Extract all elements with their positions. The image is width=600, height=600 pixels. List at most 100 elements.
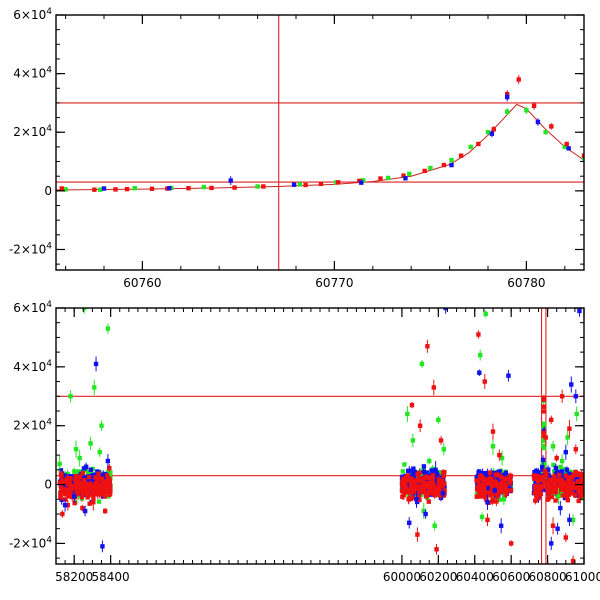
top-point-blue-9 [535, 119, 541, 125]
bottom-s2-point-blue-70 [501, 473, 506, 478]
bottom-s3-point-red-145 [576, 489, 581, 495]
bottom-s2-point-red-104 [489, 489, 494, 494]
top-xtick-label-0: 60760 [123, 276, 161, 290]
bottom-s0-point-red-96 [96, 486, 101, 492]
bottom-outlier-point-red-18 [543, 435, 548, 440]
top-point-green-18 [562, 144, 567, 150]
bottom-s2-point-red-53 [474, 494, 480, 499]
bottom-s1-point-red-73 [430, 473, 436, 478]
bottom-s3-point-red-109 [531, 473, 537, 478]
bottom-outlier-point-blue-13 [485, 500, 490, 505]
bottom-s1-point-blue-62 [421, 469, 426, 474]
bottom-s0-point-red-134 [103, 484, 109, 490]
bottom-s0-point-red-38 [80, 471, 86, 476]
bottom-outlier-point-red-5 [409, 402, 415, 408]
bottom-outlier-point-red-19 [549, 417, 554, 423]
bottom-s0-point-red-133 [104, 473, 110, 478]
bottom-s1-point-red-127 [426, 490, 431, 496]
bottom-s2-point-red-95 [492, 485, 497, 490]
bottom-outlier-point-red-22 [567, 426, 572, 431]
top-point-green-19 [581, 156, 584, 161]
bottom-s2-point-red-96 [475, 485, 481, 491]
bottom-outlier-point-blue-16 [506, 373, 511, 378]
bottom-s3-point-red-73 [532, 485, 538, 490]
bottom-s2-point-red-93 [508, 488, 514, 493]
bottom-s3-point-red-144 [565, 483, 571, 488]
top-point-blue-3 [291, 182, 297, 187]
bottom-s0-point-red-139 [75, 486, 80, 491]
bottom-s3-point-blue-132 [533, 480, 539, 485]
bottom-s0-point-red-120 [70, 486, 75, 492]
bottom-outlier-point-red-7 [425, 344, 430, 349]
bottom-s3-point-red-96 [532, 476, 537, 481]
bottom-outlier-point-red-13 [482, 379, 487, 384]
bottom-outlier-point-green-7 [57, 461, 62, 467]
bottom-plot-area [56, 308, 584, 564]
bottom-outlier-point-red-14 [490, 429, 496, 434]
bottom-s3-point-red-139 [536, 485, 542, 491]
bottom-s1-point-red-87 [405, 473, 410, 478]
bottom-s1-point-red-82 [432, 493, 438, 498]
top-point-green-0 [63, 187, 68, 192]
bottom-s0-point-blue-139 [102, 473, 108, 479]
bottom-s3-point-red-123 [571, 472, 577, 478]
bottom-outlier-point-blue-22 [577, 308, 582, 314]
bottom-s1-point-red-124 [435, 486, 440, 492]
bottom-s0-point-green-82 [65, 471, 70, 477]
bottom-outlier-point-green-24 [550, 444, 556, 449]
bottom-s3-point-green-71 [551, 469, 557, 474]
bottom-s3-point-green-89 [544, 476, 550, 482]
bottom-s3-point-red-75 [545, 485, 550, 490]
bottom-outlier-point-green-1 [73, 447, 79, 452]
top-ytick-label-0: 6×104 [13, 7, 52, 22]
bottom-outlier-point-red-11 [434, 547, 439, 552]
bottom-s1-point-red-105 [410, 481, 416, 487]
bottom-s0-point-red-52 [66, 494, 72, 499]
bottom-outlier-point-blue-8 [423, 511, 428, 517]
top-point-green-11 [428, 165, 433, 171]
bottom-s3-point-red-130 [568, 486, 573, 492]
bottom-s0-point-red-143 [82, 484, 87, 489]
bottom-s1-point-red-126 [423, 474, 428, 479]
bottom-s3-point-red-138 [570, 491, 576, 496]
bottom-ytick-label-2: 2×104 [13, 418, 52, 433]
bottom-s3-point-red-134 [543, 480, 548, 485]
bottom-s2-point-blue-71 [480, 470, 485, 476]
bottom-outlier-point-green-23 [501, 497, 507, 502]
bottom-s1-point-green-44 [418, 492, 424, 498]
bottom-outlier-point-green-10 [405, 411, 410, 417]
bottom-s3-point-red-76 [560, 486, 566, 492]
bottom-s1-point-red-122 [405, 478, 411, 484]
bottom-s1-point-red-94 [441, 488, 446, 493]
top-point-green-12 [449, 157, 454, 163]
top-point-green-2 [132, 186, 137, 191]
bottom-s0-point-red-151 [73, 473, 79, 479]
top-point-green-1 [97, 187, 103, 192]
bottom-s2-point-red-87 [507, 478, 513, 483]
top-model-curve [56, 103, 584, 191]
bottom-s1-point-red-116 [400, 494, 405, 499]
bottom-s2-point-red-52 [477, 492, 482, 497]
bottom-s3-point-red-80 [553, 489, 559, 495]
bottom-s3-point-red-58 [553, 498, 558, 503]
bottom-outlier-point-blue-21 [573, 394, 579, 399]
bottom-s3-point-blue-6 [539, 464, 545, 470]
top-point-red-17 [441, 162, 447, 168]
bottom-s2-point-red-73 [493, 472, 498, 477]
bottom-outlier-point-green-18 [478, 352, 483, 358]
bottom-s3-point-red-6 [572, 493, 578, 498]
bottom-s3-point-red-89 [541, 430, 546, 436]
bottom-s3-point-red-99 [566, 475, 571, 480]
bottom-outlier-point-green-8 [77, 455, 82, 461]
top-point-blue-0 [101, 186, 107, 191]
bottom-s3-point-red-12 [556, 472, 562, 478]
bottom-outlier-point-blue-1 [72, 494, 77, 499]
bottom-s1-point-red-96 [423, 484, 428, 489]
bottom-s3-point-red-43 [579, 473, 584, 478]
bottom-s2-point-red-99 [485, 480, 490, 486]
bottom-s1-point-blue-23 [414, 499, 420, 505]
bottom-outlier-point-red-1 [65, 502, 71, 508]
bottom-s2-point-red-85 [503, 476, 508, 482]
bottom-outlier-point-blue-5 [105, 458, 111, 464]
